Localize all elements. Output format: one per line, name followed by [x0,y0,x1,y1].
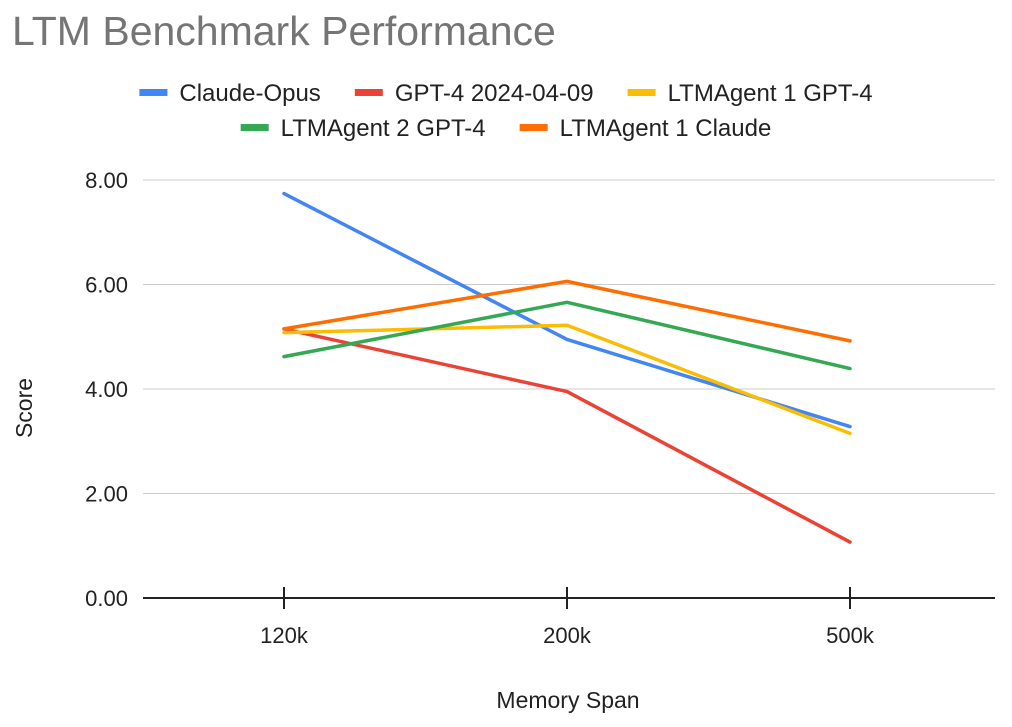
y-axis-ticks: 0.00 2.00 4.00 6.00 8.00 [85,168,128,611]
legend-label: Claude-Opus [179,80,320,107]
gridlines [143,179,995,494]
legend-label: GPT-4 2024-04-09 [395,80,594,107]
series-lines [282,191,852,544]
legend-item[interactable]: LTMAgent 1 Claude [519,115,772,142]
series-line-2 [282,323,852,436]
legend-label: LTMAgent 1 Claude [560,115,772,142]
y-axis-title: Score [11,378,37,438]
legend-swatch [354,89,383,96]
legend-item[interactable]: LTMAgent 2 GPT-4 [240,115,486,142]
legend-label: LTMAgent 2 GPT-4 [281,115,486,142]
legend-item[interactable]: GPT-4 2024-04-09 [354,80,594,107]
legend-swatch [240,124,269,131]
y-tick-label: 8.00 [85,168,128,193]
legend-swatch [627,89,656,96]
x-tick-label: 200k [543,623,592,648]
series-line-3 [282,300,852,371]
legend-swatch [139,89,168,96]
x-axis: 120k 200k 500k [143,587,995,648]
y-tick-label: 0.00 [85,586,128,611]
series-line-1 [282,327,852,544]
series-line-4 [282,279,852,343]
x-tick-label: 120k [260,623,309,648]
legend-item[interactable]: Claude-Opus [139,80,321,107]
legend-swatch [519,124,548,131]
y-tick-label: 6.00 [85,273,128,298]
legend: Claude-Opus GPT-4 2024-04-09 LTMAgent 1 GP… [139,80,873,142]
y-tick-label: 2.00 [85,482,128,507]
legend-label: LTMAgent 1 GPT-4 [668,80,873,107]
x-axis-title: Memory Span [496,687,639,713]
x-tick-label: 500k [826,623,875,648]
chart-title: LTM Benchmark Performance [12,8,556,54]
legend-item[interactable]: LTMAgent 1 GPT-4 [627,80,873,107]
y-tick-label: 4.00 [85,377,128,402]
